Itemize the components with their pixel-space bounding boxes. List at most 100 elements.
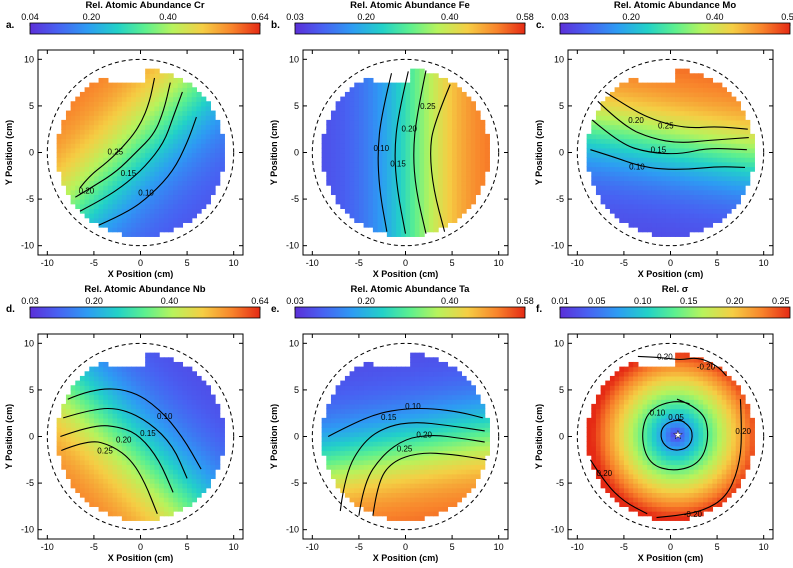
heatmap-cell [410, 492, 416, 498]
heatmap-cell [410, 199, 416, 205]
heatmap-cell [344, 483, 351, 489]
heatmap-cell [419, 427, 425, 433]
heatmap-cell [349, 133, 355, 140]
heatmap-cell [400, 497, 407, 503]
heatmap-cell [163, 380, 170, 386]
heatmap-cell [410, 203, 416, 210]
heatmap-cell [173, 82, 179, 88]
heatmap-cell [712, 194, 718, 200]
heatmap-cell [382, 199, 388, 205]
heatmap-cell [65, 161, 72, 168]
heatmap-cell [689, 101, 695, 107]
heatmap-cell [98, 413, 104, 419]
heatmap-cell [484, 133, 490, 140]
heatmap-cell [372, 208, 379, 214]
heatmap-cell [75, 157, 81, 163]
heatmap-cell [466, 105, 472, 112]
heatmap-cell [438, 487, 444, 494]
heatmap-cell [135, 231, 142, 237]
heatmap-cell [424, 87, 430, 93]
heatmap-cell [103, 501, 109, 507]
heatmap-cell [205, 445, 211, 452]
heatmap-cell [707, 119, 714, 126]
heatmap-cell [335, 115, 341, 121]
heatmap-cell [405, 445, 411, 452]
heatmap-cell [391, 366, 397, 372]
heatmap-cell [75, 455, 81, 461]
heatmap-cell [131, 427, 137, 433]
heatmap-cell [117, 417, 123, 424]
heatmap-cell [196, 441, 202, 447]
heatmap-cell [145, 511, 151, 517]
heatmap-cell [70, 152, 76, 158]
heatmap-cell [126, 441, 132, 447]
heatmap-cell [201, 427, 207, 433]
contour-line [394, 71, 409, 234]
heatmap-cell [159, 119, 165, 126]
heatmap-cell [159, 138, 165, 144]
heatmap-cell [712, 171, 718, 177]
heatmap-cell [321, 441, 327, 447]
heatmap-cell [93, 185, 100, 191]
heatmap-cell [605, 124, 611, 130]
heatmap-cell [340, 422, 346, 428]
heatmap-cell [400, 199, 407, 205]
heatmap-cell [182, 427, 188, 433]
heatmap-cell [154, 175, 160, 182]
heatmap-cell [456, 143, 463, 149]
heatmap-cell [391, 455, 397, 461]
heatmap-cell [340, 180, 346, 186]
heatmap-cell [89, 464, 95, 470]
heatmap-cell [340, 431, 346, 438]
heatmap-cell [386, 450, 393, 456]
heatmap-cell [400, 171, 407, 177]
heatmap-cell [442, 96, 449, 102]
heatmap-cell [112, 105, 118, 112]
heatmap-cell [363, 431, 369, 438]
heatmap-cell [344, 199, 351, 205]
heatmap-cell [140, 431, 146, 438]
heatmap-cell [698, 161, 704, 168]
heatmap-cell [149, 515, 156, 521]
heatmap-cell [363, 408, 369, 414]
heatmap-cell [628, 203, 634, 210]
heatmap-cell [419, 180, 425, 186]
heatmap-cell [689, 171, 695, 177]
heatmap-cell [447, 91, 453, 98]
heatmap-cell [187, 366, 193, 372]
heatmap-cell [675, 222, 681, 228]
heatmap-cell [433, 82, 439, 88]
heatmap-cell [456, 208, 463, 214]
heatmap-cell [140, 199, 146, 205]
heatmap-cell [330, 399, 337, 405]
x-tick-label: 0 [403, 258, 408, 268]
heatmap-cell [684, 208, 690, 214]
heatmap-cell [614, 175, 620, 182]
y-tick-label: -10 [21, 525, 34, 535]
heatmap-cell [98, 101, 104, 107]
heatmap-cell [717, 143, 723, 149]
heatmap-cell [363, 436, 369, 442]
heatmap-cell [112, 91, 118, 98]
heatmap-cell [107, 96, 114, 102]
heatmap-cell [400, 483, 407, 489]
heatmap-cell [619, 115, 625, 121]
heatmap-cell [112, 82, 118, 88]
heatmap-cell [107, 171, 114, 177]
heatmap-cell [191, 497, 198, 503]
heatmap-cell [149, 110, 156, 116]
heatmap-cell [614, 129, 620, 135]
heatmap-cell [358, 441, 365, 447]
heatmap-cell [609, 101, 616, 107]
heatmap-cell [93, 157, 100, 163]
heatmap-cell [405, 119, 411, 126]
heatmap-cell [340, 473, 346, 480]
heatmap-cell [442, 115, 449, 121]
heatmap-cell [201, 180, 207, 186]
heatmap-cell [470, 143, 476, 149]
heatmap-cell [135, 389, 142, 396]
heatmap-cell [447, 161, 453, 168]
heatmap-cell [205, 105, 211, 112]
heatmap-cell [163, 227, 170, 233]
heatmap-cell [614, 157, 620, 163]
